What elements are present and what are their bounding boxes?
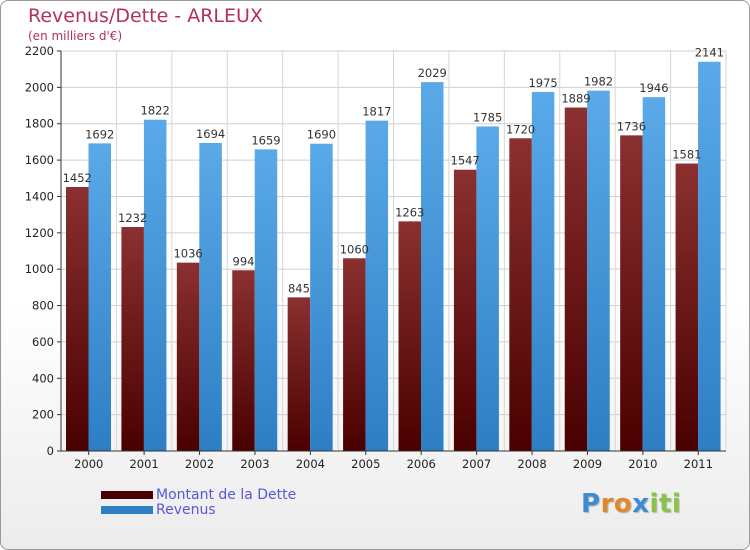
bar-revenus [254, 149, 278, 451]
bar-label-revenus: 2141 [695, 46, 724, 60]
bar-label-dette: 1232 [118, 211, 147, 225]
y-tick-label: 1000 [25, 262, 54, 276]
legend-label-dette: Montant de la Dette [156, 486, 297, 503]
bar-dette [176, 262, 200, 451]
x-tick-label: 2011 [684, 457, 713, 471]
bar-dette [66, 187, 89, 451]
bar-revenus [476, 126, 499, 452]
x-tick-label: 2000 [74, 457, 103, 471]
bar-revenus [310, 143, 333, 451]
chart-title: Revenus/Dette - ARLEUX [28, 5, 263, 27]
y-tick-label: 0 [47, 444, 54, 458]
bar-label-dette: 1263 [395, 205, 424, 219]
bar-label-revenus: 1692 [85, 127, 114, 141]
legend-swatch-revenus [101, 505, 153, 514]
bar-label-dette: 1060 [340, 242, 369, 256]
bar-revenus [88, 143, 111, 451]
bar-dette [509, 138, 532, 452]
bar-label-dette: 1581 [672, 148, 701, 162]
bar-label-dette: 845 [288, 281, 310, 295]
logo-letter: P [581, 489, 601, 519]
bar-label-revenus: 1975 [528, 76, 557, 90]
bar-dette [232, 270, 255, 451]
y-tick-label: 600 [32, 335, 54, 349]
bar-label-revenus: 1690 [307, 128, 336, 142]
logo-letter: x [632, 489, 650, 519]
bar-label-dette: 994 [233, 254, 255, 268]
legend-swatch-dette [101, 490, 153, 499]
x-tick-label: 2006 [407, 457, 436, 471]
logo-letter: i [649, 489, 659, 519]
bar-revenus [199, 143, 222, 451]
bar-label-dette: 1889 [561, 92, 590, 106]
x-tick-label: 2001 [129, 457, 158, 471]
proxiti-logo: Proxiti [581, 489, 681, 519]
x-tick-label: 2009 [573, 457, 602, 471]
bar-dette [287, 297, 311, 451]
bar-dette [564, 107, 588, 451]
y-tick-label: 1200 [25, 226, 54, 240]
bar-label-revenus: 1694 [196, 127, 225, 141]
bar-revenus [365, 120, 389, 452]
bar-dette [620, 135, 643, 451]
logo-letter: r [600, 489, 614, 519]
y-tick-label: 2000 [25, 80, 54, 94]
bar-revenus [531, 91, 555, 451]
logo-letter: i [671, 489, 682, 519]
bar-label-revenus: 1982 [584, 75, 613, 89]
bar-revenus [642, 97, 666, 451]
bar-label-revenus: 1822 [141, 104, 170, 118]
bar-revenus [421, 82, 444, 451]
chart-legend: Montant de la Dette Revenus [101, 486, 297, 518]
bar-label-dette: 1547 [451, 154, 480, 168]
bar-label-dette: 1452 [63, 171, 92, 185]
y-tick-label: 800 [32, 299, 54, 313]
x-tick-label: 2005 [351, 457, 380, 471]
bar-label-revenus: 1946 [639, 81, 668, 95]
legend-label-revenus: Revenus [156, 501, 216, 518]
x-tick-label: 2002 [185, 457, 214, 471]
bar-dette [453, 169, 477, 451]
y-tick-label: 1600 [25, 153, 54, 167]
y-tick-label: 400 [32, 371, 54, 385]
bar-revenus [587, 90, 610, 452]
bar-label-revenus: 2029 [418, 66, 447, 80]
bar-dette [398, 221, 421, 451]
bar-revenus [143, 119, 167, 452]
legend-item-revenus: Revenus [101, 501, 296, 518]
x-tick-label: 2003 [240, 457, 269, 471]
logo-letter: o [613, 489, 633, 519]
bar-label-dette: 1736 [617, 119, 646, 133]
bar-dette [121, 227, 144, 451]
y-tick-label: 2200 [25, 44, 54, 58]
x-tick-label: 2007 [462, 457, 491, 471]
bar-revenus [698, 61, 721, 452]
legend-item-dette: Montant de la Dette [101, 486, 297, 503]
chart-subtitle: (en milliers d'€) [28, 29, 123, 43]
x-tick-label: 2004 [296, 457, 325, 471]
bar-label-revenus: 1659 [251, 133, 280, 147]
y-tick-label: 1400 [25, 189, 54, 203]
bar-dette [343, 258, 366, 451]
y-tick-label: 1800 [25, 117, 54, 131]
logo-letter: t [658, 489, 672, 519]
x-tick-label: 2008 [517, 457, 546, 471]
x-tick-label: 2010 [628, 457, 657, 471]
bar-label-revenus: 1817 [362, 105, 391, 119]
bar-label-dette: 1720 [506, 122, 535, 136]
bar-label-revenus: 1785 [473, 110, 502, 124]
bar-label-dette: 1036 [173, 247, 202, 261]
y-tick-label: 200 [32, 408, 54, 422]
bar-dette [675, 163, 699, 451]
